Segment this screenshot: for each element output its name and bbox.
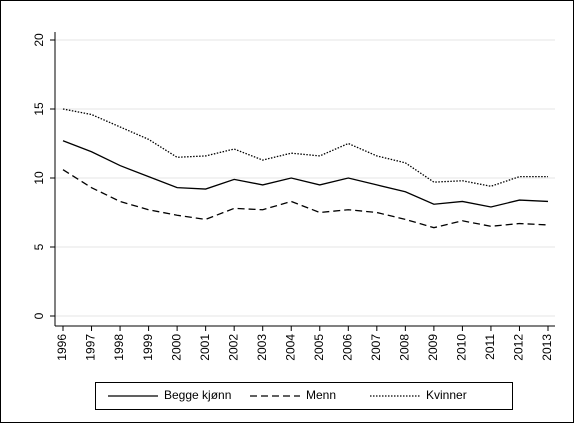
x-tick-label: 2006 [340,334,354,361]
x-tick-label: 2010 [455,334,469,361]
legend-label: Menn [306,388,336,402]
x-tick-label: 2009 [426,334,440,361]
x-tick-label: 2003 [255,334,269,361]
x-tick-label: 2005 [312,334,326,361]
x-tick-label: 1998 [112,334,126,361]
x-tick-label: 2011 [483,334,497,360]
x-tick-label: 1996 [55,334,69,361]
legend-label: Begge kjønn [164,388,231,402]
x-tick-label: 2002 [226,334,240,361]
y-tick-label: 10 [32,171,46,185]
x-tick-label: 2008 [398,334,412,361]
x-tick-label: 2004 [283,334,297,361]
x-tick-label: 2000 [169,334,183,361]
y-tick-label: 0 [32,312,46,319]
legend-box [95,382,513,410]
y-tick-label: 5 [32,243,46,250]
x-tick-label: 1999 [141,334,155,361]
x-tick-label: 2001 [198,334,212,361]
x-tick-label: 2013 [540,334,554,361]
x-tick-label: 1997 [84,334,98,361]
y-tick-label: 20 [32,33,46,47]
line [62,169,549,229]
x-tick-label: 2007 [369,334,383,361]
legend-label: Kvinner [426,388,467,402]
line [62,140,549,208]
y-tick-label: 15 [32,102,46,116]
x-tick-label: 2012 [512,334,526,361]
